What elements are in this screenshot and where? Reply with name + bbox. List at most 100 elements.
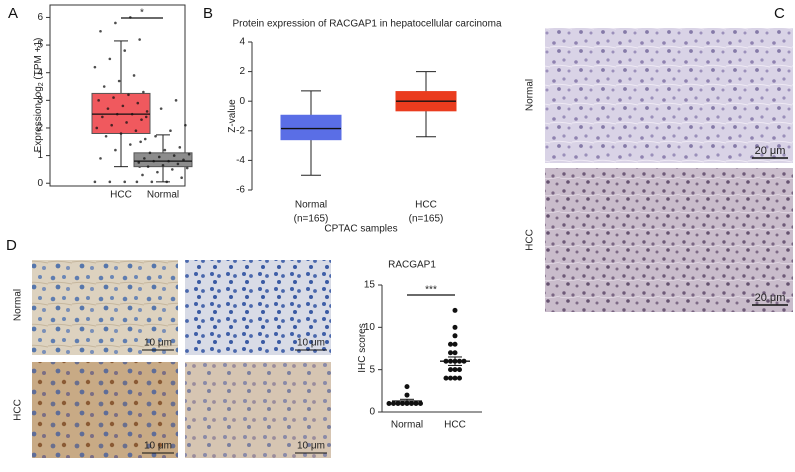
data-point: [99, 29, 102, 33]
data-point: [172, 154, 176, 157]
x-tick-note: (n=165): [409, 214, 444, 225]
data-point: [143, 137, 147, 141]
data-point: [102, 85, 106, 88]
data-point: [132, 74, 136, 77]
row-label: HCC: [13, 399, 24, 421]
data-point: [137, 161, 141, 164]
data-point: [452, 350, 458, 356]
y-axis-label-part: Z-value: [227, 99, 238, 133]
micrograph: [545, 28, 793, 163]
data-point: [93, 180, 97, 184]
data-point: [141, 173, 144, 177]
data-point: [457, 375, 462, 381]
data-point: [452, 307, 458, 313]
y-tick-label: 0: [369, 407, 375, 418]
data-point: [404, 384, 410, 390]
y-tick-label: 4: [37, 67, 43, 78]
x-tick-note: (n=165): [294, 214, 329, 225]
y-tick-label: 4: [239, 37, 245, 48]
y-axis-label-part: 2: [38, 82, 45, 86]
scale-bar-label: 20 μm: [755, 145, 786, 157]
y-axis-label: IHC scores: [357, 323, 368, 372]
data-point: [110, 123, 113, 127]
data-point: [127, 93, 130, 97]
panel-label: D: [6, 237, 17, 254]
data-point: [180, 176, 183, 180]
panel-label: C: [774, 5, 785, 22]
box: [280, 114, 342, 141]
chart-title: RACGAP1: [388, 260, 436, 271]
row-label: HCC: [525, 229, 536, 251]
y-tick-label: 10: [364, 322, 376, 333]
x-tick-label: Normal: [295, 200, 327, 211]
data-point: [391, 401, 396, 407]
data-point: [143, 157, 146, 160]
data-point: [448, 367, 453, 373]
data-point: [452, 324, 458, 330]
panel-label: B: [203, 5, 213, 22]
y-tick-label: 5: [37, 40, 43, 51]
panel-label: A: [8, 5, 18, 22]
micrograph: [32, 260, 178, 355]
data-point: [142, 90, 145, 94]
y-axis-label: Z-value: [227, 99, 238, 133]
row-label: Normal: [525, 79, 536, 111]
data-point: [413, 401, 419, 407]
y-tick-label: 0: [37, 178, 43, 189]
data-point: [121, 104, 125, 108]
data-point: [150, 180, 154, 184]
data-point: [97, 99, 100, 102]
y-tick-label: 1: [37, 150, 43, 161]
x-tick-label: HCC: [110, 190, 132, 201]
data-point: [136, 101, 140, 105]
data-point: [448, 341, 453, 347]
micrograph: [185, 260, 331, 355]
data-point: [167, 159, 170, 163]
data-point: [178, 146, 182, 149]
data-point: [134, 129, 138, 133]
data-point: [443, 375, 449, 381]
data-point: [108, 180, 112, 184]
micrograph: [185, 362, 331, 458]
x-axis-label: CPTAC samples: [324, 224, 397, 235]
box: [91, 92, 151, 134]
data-point: [115, 112, 119, 116]
data-point: [106, 107, 110, 110]
data-point: [93, 65, 97, 69]
y-axis-label-part: IHC scores: [357, 323, 368, 372]
data-point: [452, 333, 458, 339]
data-point: [184, 123, 187, 127]
data-point: [140, 118, 143, 121]
data-point: [386, 401, 392, 407]
data-point: [130, 112, 134, 116]
y-axis-label: Expression-log2 (TPM +1): [33, 38, 46, 153]
data-point: [448, 350, 453, 356]
data-point: [114, 21, 117, 25]
scale-bar-label: 10 μm: [144, 338, 172, 349]
data-point: [148, 151, 152, 155]
data-point: [123, 49, 127, 52]
data-point: [125, 121, 128, 124]
data-point: [409, 401, 414, 407]
data-point: [452, 341, 458, 347]
micrograph: [545, 168, 793, 312]
y-tick-label: 15: [364, 280, 376, 291]
data-point: [157, 155, 161, 159]
data-point: [99, 157, 102, 160]
data-point: [101, 115, 104, 119]
data-point: [144, 115, 148, 119]
data-point: [185, 166, 189, 170]
data-point: [156, 170, 159, 174]
scale-bar-label: 10 μm: [297, 338, 325, 349]
data-point: [152, 159, 155, 163]
data-point: [108, 57, 112, 61]
data-point: [174, 99, 178, 102]
y-axis-label-part: (TPM +1): [33, 38, 44, 83]
data-point: [146, 165, 150, 168]
scale-bar-label: 10 μm: [144, 441, 172, 452]
data-point: [154, 134, 157, 138]
data-point: [139, 140, 142, 144]
x-tick-label: HCC: [444, 420, 466, 431]
data-point: [117, 79, 121, 83]
